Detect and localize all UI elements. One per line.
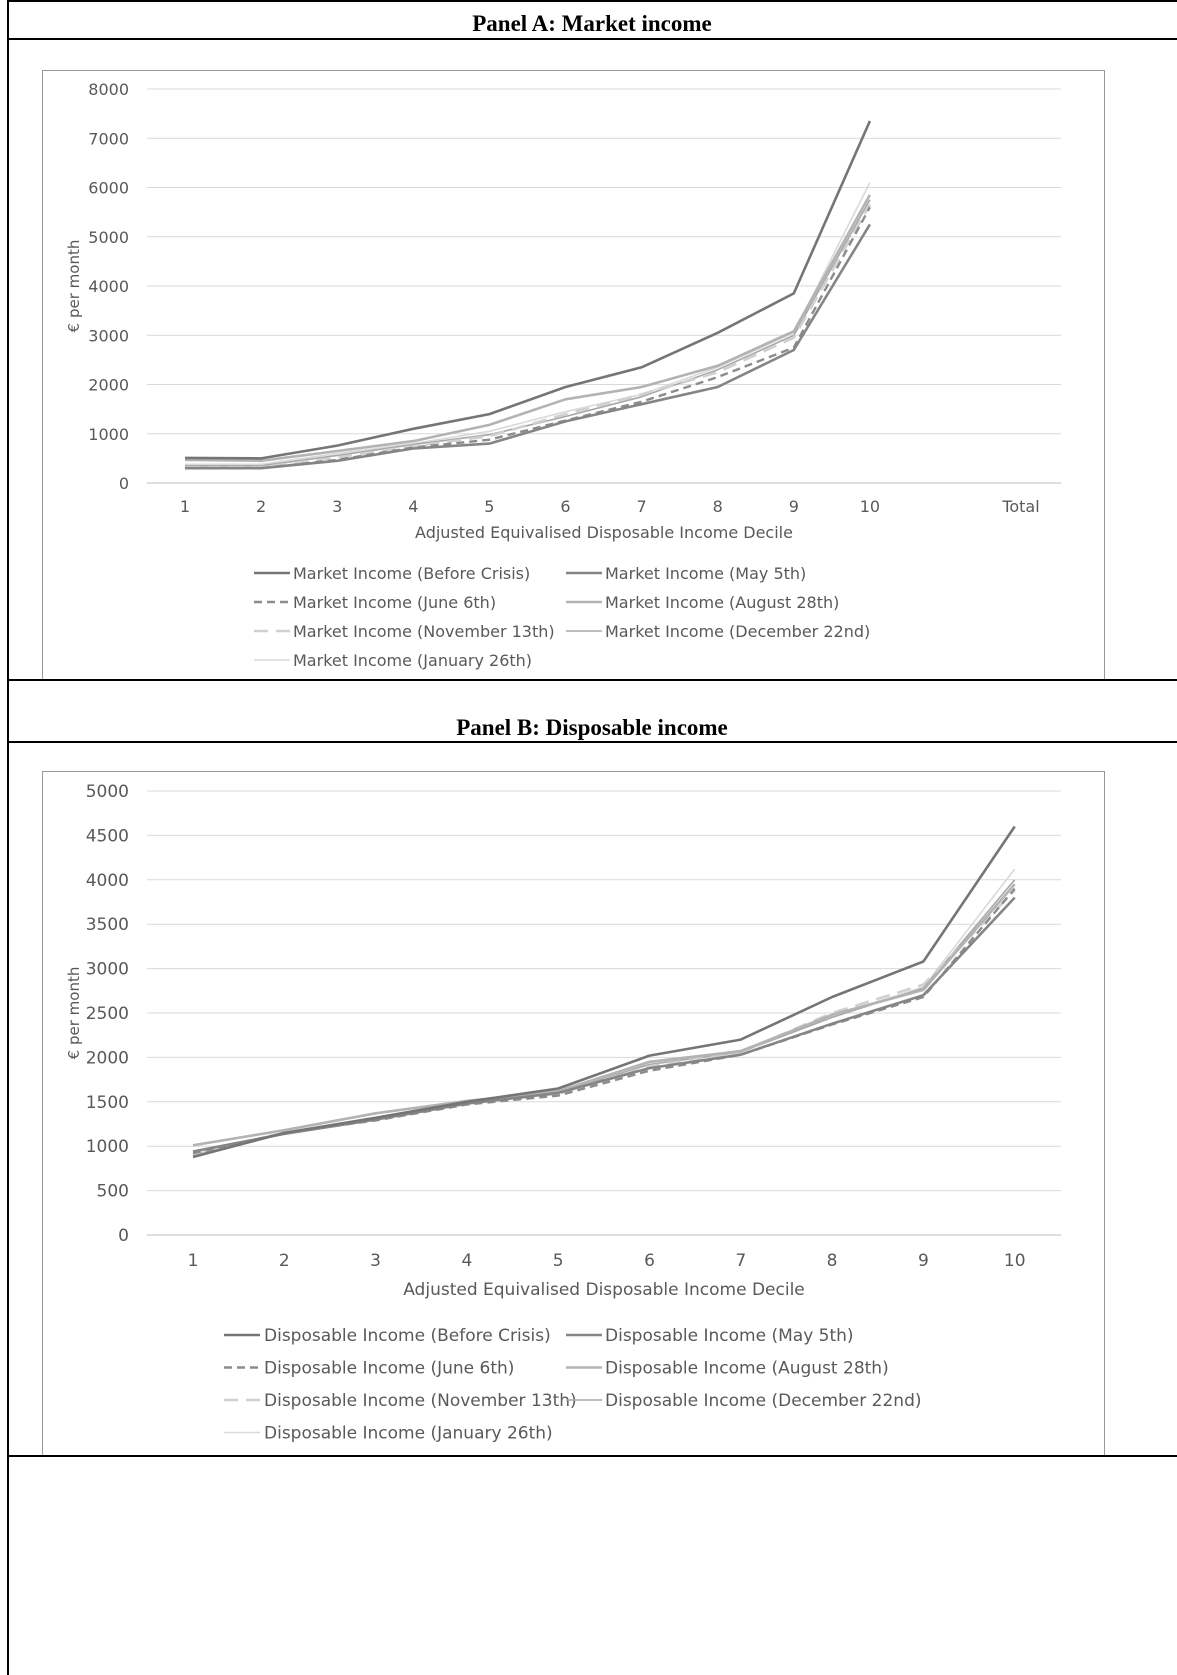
series-line (192, 879, 1016, 1156)
legend-label: Market Income (August 28th) (605, 593, 839, 612)
y-tick-label: 6000 (88, 179, 129, 198)
x-tick-label: 6 (644, 1251, 655, 1271)
panel-b-title: Panel B: Disposable income (456, 715, 728, 740)
series-line (185, 223, 872, 470)
panel-a-top-rule (7, 0, 1177, 2)
y-tick-label: 500 (97, 1182, 129, 1202)
x-tick-label: 7 (735, 1251, 746, 1271)
y-tick-label: 7000 (88, 129, 129, 148)
y-tick-label: 5000 (86, 782, 129, 802)
legend-label: Market Income (Before Crisis) (293, 564, 530, 583)
x-tick-label: 8 (827, 1251, 838, 1271)
series-line (185, 199, 871, 467)
legend-label: Market Income (January 26th) (293, 651, 532, 670)
x-tick-label: 10 (860, 497, 880, 516)
series-line (185, 206, 871, 470)
series-line (184, 194, 872, 463)
y-tick-label: 5000 (88, 228, 129, 247)
x-tick-label: 2 (256, 497, 266, 516)
y-tick-label: 2500 (86, 1004, 129, 1024)
series-line (192, 887, 1016, 1155)
x-tick-label: 3 (370, 1251, 381, 1271)
x-tick-label: 1 (188, 1251, 199, 1271)
page-frame (7, 0, 1177, 1675)
panel-b-bottom-rule (7, 1455, 1177, 1457)
y-tick-label: 1000 (88, 425, 129, 444)
y-tick-label: 1500 (86, 1093, 129, 1113)
legend-label: Disposable Income (January 26th) (264, 1424, 553, 1444)
y-axis-title: € per month (65, 240, 83, 333)
series-line (192, 825, 1016, 1159)
x-axis-title: Adjusted Equivalised Disposable Income D… (403, 1280, 805, 1300)
x-axis-title: Adjusted Equivalised Disposable Income D… (415, 523, 793, 542)
legend-label: Disposable Income (December 22nd) (605, 1391, 922, 1411)
y-tick-label: 0 (118, 1226, 129, 1246)
legend-label: Disposable Income (June 6th) (264, 1359, 514, 1379)
legend-label: Market Income (November 13th) (293, 622, 555, 641)
x-tick-label: 6 (560, 497, 570, 516)
panel-a-chart-area: 0 1000 2000 3000 4000 5000 6000 7000 8000 1 2 3 4 5 6 7… (42, 70, 1105, 680)
y-tick-label: 3000 (88, 326, 129, 345)
series-line (184, 120, 872, 460)
y-tick-label: 4000 (86, 871, 129, 891)
x-tick-label: 5 (553, 1251, 564, 1271)
x-tick-label: 4 (408, 497, 418, 516)
x-tick-label: 10 (1004, 1251, 1026, 1271)
y-tick-label: 2000 (88, 376, 129, 395)
series-line (192, 883, 1016, 1147)
x-tick-label: 8 (713, 497, 723, 516)
panel-a-title: Panel A: Market income (472, 11, 712, 36)
legend-label: Disposable Income (November 13th) (264, 1391, 577, 1411)
x-tick-label: 2 (279, 1251, 290, 1271)
y-tick-label: 3000 (86, 960, 129, 980)
panel-b-chart-area: 0 500 1000 1500 2000 2500 3000 3500 4000 4500 5000… (42, 771, 1105, 1456)
y-tick-label: 4500 (86, 826, 129, 846)
legend-label: Market Income (December 22nd) (605, 622, 870, 641)
x-tick-label: 4 (461, 1251, 472, 1271)
series-line (192, 889, 1016, 1157)
y-tick-label: 8000 (88, 80, 129, 99)
y-tick-label: 4000 (88, 277, 129, 296)
legend-label: Market Income (June 6th) (293, 593, 496, 612)
legend-label: Disposable Income (August 28th) (605, 1359, 889, 1379)
panel-b-title-rule (7, 741, 1177, 743)
series-line (185, 204, 872, 469)
legend-label: Disposable Income (May 5th) (605, 1326, 854, 1346)
y-tick-label: 2000 (86, 1048, 129, 1068)
y-axis-title: € per month (65, 967, 83, 1060)
x-tick-label: 9 (918, 1251, 929, 1271)
x-tick-label: 5 (484, 497, 494, 516)
x-tick-label: 3 (332, 497, 342, 516)
market-income-chart: 0 1000 2000 3000 4000 5000 6000 7000 8000 1 2 3 4 5 6 7… (65, 80, 1061, 670)
panel-a-bottom-rule (7, 679, 1177, 681)
y-tick-label: 0 (119, 474, 129, 493)
legend-label: Disposable Income (Before Crisis) (264, 1326, 551, 1346)
series-line (185, 182, 871, 466)
x-tick-label: 9 (789, 497, 799, 516)
legend-label: Market Income (May 5th) (605, 564, 806, 583)
x-tick-label: Total (1001, 497, 1039, 516)
disposable-income-chart: 0 500 1000 1500 2000 2500 3000 3500 4000 4500 5000… (65, 782, 1061, 1444)
y-tick-label: 1000 (86, 1137, 129, 1157)
series-line (192, 896, 1016, 1153)
y-tick-label: 3500 (86, 915, 129, 935)
x-tick-label: 1 (180, 497, 190, 516)
x-tick-label: 7 (637, 497, 647, 516)
panel-a-title-rule (7, 38, 1177, 40)
